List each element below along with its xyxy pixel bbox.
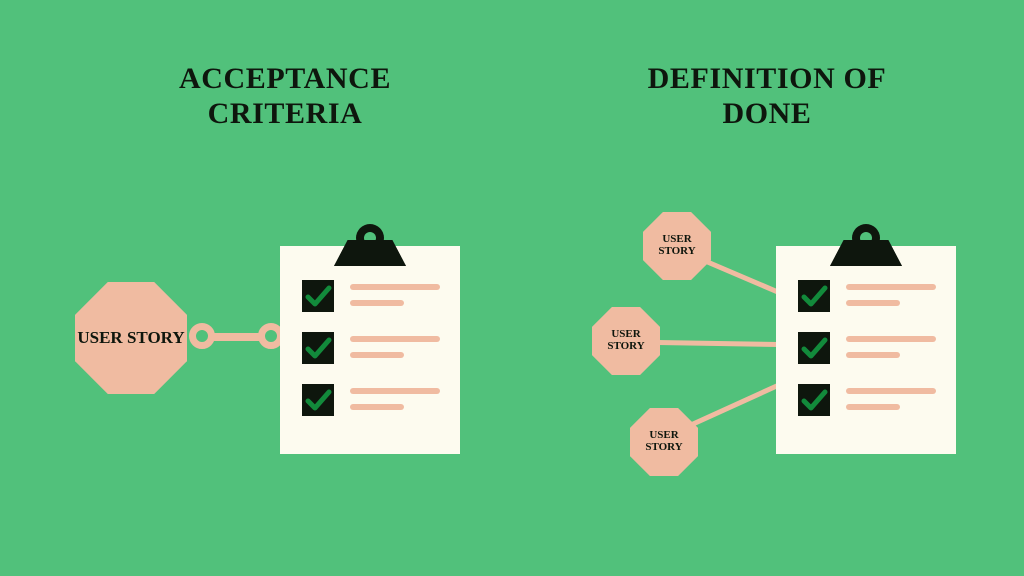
connector-ring	[189, 323, 215, 349]
title-definition-of-done: DEFINITION OF DONE	[617, 62, 917, 131]
user-story-label: USER STORY	[630, 430, 698, 453]
user-story-label: USER STORY	[643, 234, 711, 257]
user-story-octagon: USER STORY	[630, 408, 698, 476]
clipboard-icon	[776, 218, 956, 459]
user-story-octagon: USER STORY	[643, 212, 711, 280]
connector-line	[658, 340, 778, 347]
connector-line	[691, 382, 781, 427]
user-story-octagon: USER STORY	[75, 282, 187, 394]
title-acceptance-criteria: ACCEPTANCE CRITERIA	[135, 62, 435, 131]
clipboard-icon	[280, 218, 460, 459]
connector-line	[703, 258, 780, 295]
user-story-label: USER STORY	[592, 329, 660, 352]
user-story-octagon: USER STORY	[592, 307, 660, 375]
infographic-canvas: ACCEPTANCE CRITERIA DEFINITION OF DONE U…	[0, 0, 1024, 576]
user-story-label: USER STORY	[77, 329, 184, 347]
